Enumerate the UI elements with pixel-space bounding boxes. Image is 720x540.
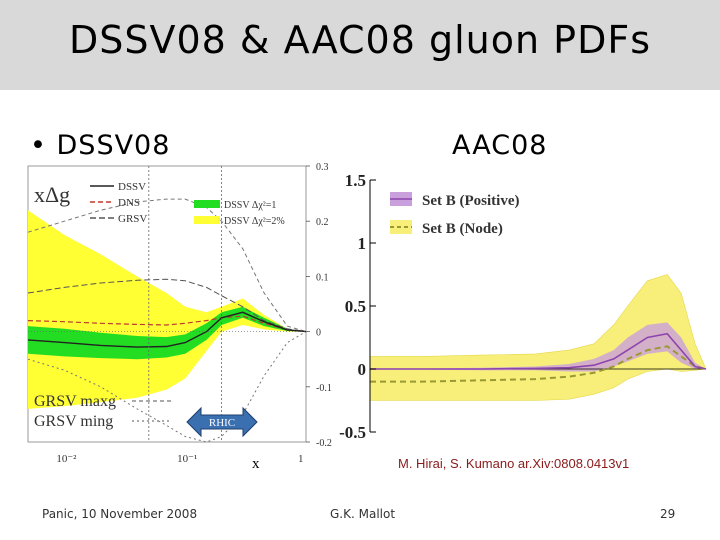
y-tick-label: -0.1 [316,383,332,394]
legend-node-label: Set B (Node) [422,221,503,237]
y-tick-label: 0.5 [345,297,366,316]
footer-center: G.K. Mallot [330,507,396,521]
legend-dns-label: DNS [118,197,140,209]
dssv-line [27,311,307,348]
legend-positive-label: Set B (Positive) [422,193,519,209]
y-tick-label: 0.1 [316,272,329,283]
x-tick-label: 1 [298,453,304,465]
x-axis-label: x [252,456,260,470]
grsv-line [27,278,307,333]
legend-chi1-label: DSSV Δχ²=1 [224,200,276,211]
legend-grsv-maxg-label: GRSV maxg [34,393,116,410]
y-tick-label: 1.5 [345,171,366,190]
y-tick-label: 0.3 [316,162,329,173]
y-tick-label: 0.2 [316,217,329,228]
grsv-ming-line [27,331,307,443]
legend-grsv-ming-label: GRSV ming [34,413,113,430]
bullet-dssv08: • DSSV08 [30,130,171,161]
dns-line [27,315,307,333]
legend-2pct-swatch [194,216,220,224]
legend-2pct-label: DSSV Δχ²=2% [224,216,285,227]
y-tick-label: 1 [358,234,367,253]
citation: M. Hirai, S. Kumano ar.Xiv:0808.0413v1 [398,456,630,471]
footer-left: Panic, 10 November 2008 [42,507,198,521]
positive-line [370,332,707,370]
grsv-maxg-line [27,198,307,333]
y-tick-label: 0 [316,328,321,339]
legend-chi1-swatch [194,200,220,208]
chart-title: xΔg [34,182,70,207]
y-tick-label: 0 [358,360,367,379]
title-bar [0,0,720,90]
dssv-chi1-band [28,306,306,360]
node-line [370,345,707,383]
x-tick-label: 10⁻² [56,453,77,465]
slide-title: DSSV08 & AAC08 gluon PDFs [69,18,651,62]
rhic-arrow [186,406,258,438]
rhic-label: RHIC [209,417,235,429]
y-tick-label: -0.2 [316,438,332,449]
aac08-label: AAC08 [452,130,548,161]
page-number: 29 [660,507,676,521]
positive-band [370,322,706,372]
legend-grsv-label: GRSV [118,213,147,225]
legend-dssv-label: DSSV [118,181,146,193]
dssv-chart: 0.3 0.2 0.1 0 -0.1 -0.2 10⁻² 10⁻¹ 1 xΔg DSSV DNS GRS… [27,162,332,470]
y-tick-label: -0.5 [339,423,366,442]
x-tick-label: 10⁻¹ [177,453,197,465]
aac-chart: 1.5 1 0.5 0 -0.5 Set B (Positive) Set B (Node) [339,171,707,442]
dssv-2pct-band [28,210,306,409]
